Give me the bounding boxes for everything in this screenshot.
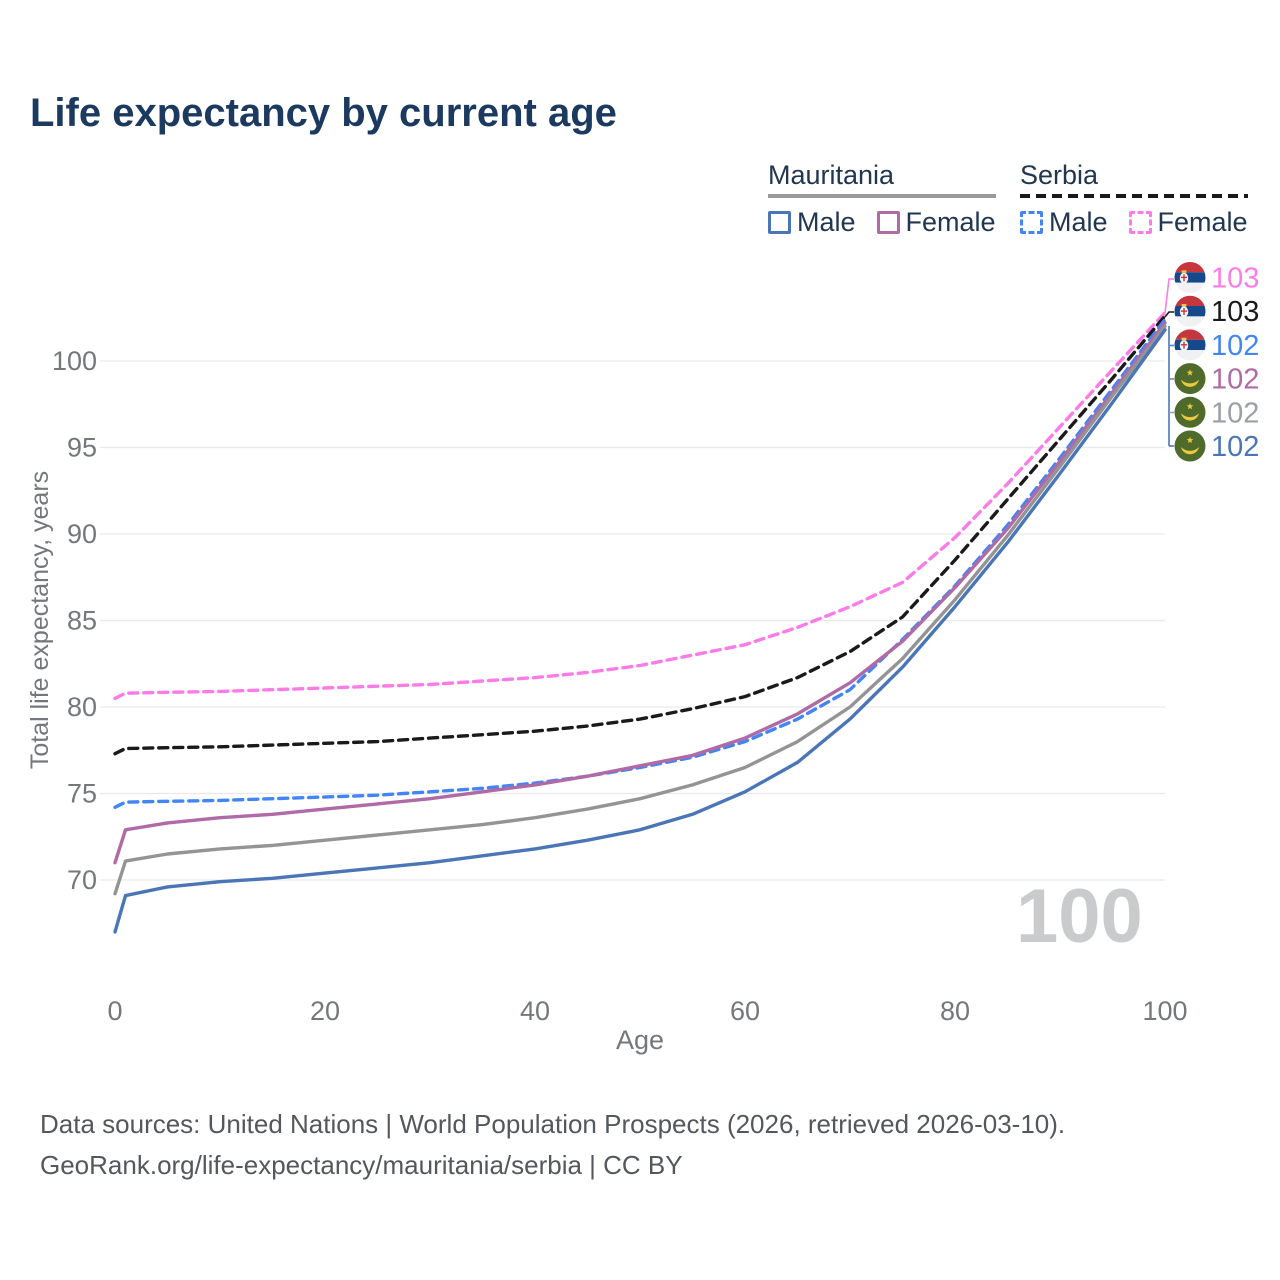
end-label-5: 102 xyxy=(1211,431,1259,463)
mauritania-solid-line-sample xyxy=(768,193,996,198)
leader-serbia-female xyxy=(1164,278,1174,314)
end-label-2: 102 xyxy=(1211,330,1259,362)
legend-item-mauritania-female[interactable]: Female xyxy=(876,206,996,238)
chart-lines xyxy=(113,310,1167,934)
serbia-female-swatch xyxy=(1128,210,1152,234)
line-serbia-male xyxy=(113,317,1167,809)
leader-serbia-total xyxy=(1164,311,1174,318)
line-mauritania-male xyxy=(113,328,1167,934)
mauritania-flag-icon xyxy=(1174,363,1206,395)
x-tick-0: 0 xyxy=(107,996,122,1026)
footer-link: GeoRank.org/life-expectancy/mauritania/s… xyxy=(40,1150,683,1180)
y-tick-85: 85 xyxy=(67,606,97,636)
legend-item-serbia-male[interactable]: Male xyxy=(1020,207,1108,238)
mauritania-flag-icon xyxy=(1174,396,1206,428)
footer-sources: Data sources: United Nations | World Pop… xyxy=(40,1109,1066,1139)
footer-attribution: Data sources: United Nations | World Pop… xyxy=(40,1104,1065,1186)
chart-watermark: 100 xyxy=(1016,874,1143,959)
x-tick-60: 60 xyxy=(730,996,760,1026)
serbia-flag-icon xyxy=(1174,262,1206,293)
serbia-flag-icon xyxy=(1174,295,1206,327)
serbia-dashed-line-sample xyxy=(1020,193,1248,198)
y-tick-90: 90 xyxy=(67,519,97,549)
mauritania-male-swatch xyxy=(768,210,791,234)
legend-group-serbia: Serbia Male Female xyxy=(1020,160,1248,238)
gridlines xyxy=(100,360,1165,881)
end-label-4: 102 xyxy=(1211,397,1259,429)
legend-header-serbia[interactable]: Serbia xyxy=(1020,160,1099,190)
line-serbia-female xyxy=(113,310,1167,701)
legend-group-mauritania: Mauritania Male Female xyxy=(768,160,996,238)
x-tick-100: 100 xyxy=(1142,996,1187,1026)
legend-item-serbia-female[interactable]: Female xyxy=(1128,206,1248,238)
line-serbia-total xyxy=(113,314,1167,756)
legend-label: Male xyxy=(797,206,856,237)
axis-ticks: 70 75 80 85 90 95 100 0 20 40 60 80 100 xyxy=(52,346,1188,1026)
legend-label: Female xyxy=(905,206,996,237)
y-axis-title: Total life expectancy, years xyxy=(26,471,54,769)
end-label-0: 103 xyxy=(1211,263,1259,295)
x-tick-40: 40 xyxy=(520,996,550,1026)
serbia-male-swatch xyxy=(1020,210,1043,234)
line-mauritania-female xyxy=(113,321,1167,865)
serbia-flag-icon xyxy=(1174,329,1206,361)
end-label-3: 102 xyxy=(1211,364,1259,396)
y-tick-75: 75 xyxy=(67,779,97,809)
y-tick-70: 70 xyxy=(67,865,97,895)
mauritania-flag-icon xyxy=(1174,430,1206,462)
y-tick-100: 100 xyxy=(52,346,97,376)
y-tick-95: 95 xyxy=(67,433,97,463)
y-tick-80: 80 xyxy=(67,692,97,722)
legend-label: Male xyxy=(1049,206,1108,237)
x-axis-title: Age xyxy=(616,1025,664,1055)
page-title: Life expectancy by current age xyxy=(30,91,617,135)
legend-item-mauritania-male[interactable]: Male xyxy=(768,207,856,238)
legend-label: Female xyxy=(1157,206,1248,237)
end-label-1: 103 xyxy=(1211,296,1259,328)
mauritania-female-swatch xyxy=(876,210,900,234)
x-tick-80: 80 xyxy=(940,996,970,1026)
legend-header-mauritania[interactable]: Mauritania xyxy=(768,160,895,190)
x-tick-20: 20 xyxy=(310,996,340,1026)
line-mauritania-total xyxy=(113,324,1167,896)
